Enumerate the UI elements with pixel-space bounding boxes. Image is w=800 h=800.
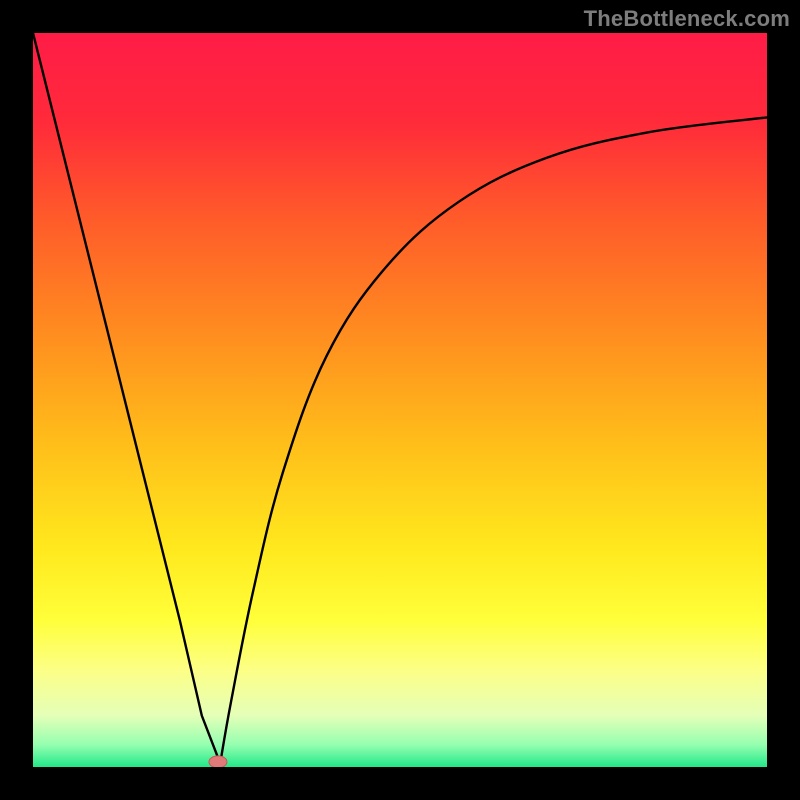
chart-frame [33, 33, 767, 767]
gradient-background [33, 33, 767, 767]
watermark-text: TheBottleneck.com [584, 6, 790, 32]
minimum-marker [209, 756, 227, 767]
chart-svg [33, 33, 767, 767]
